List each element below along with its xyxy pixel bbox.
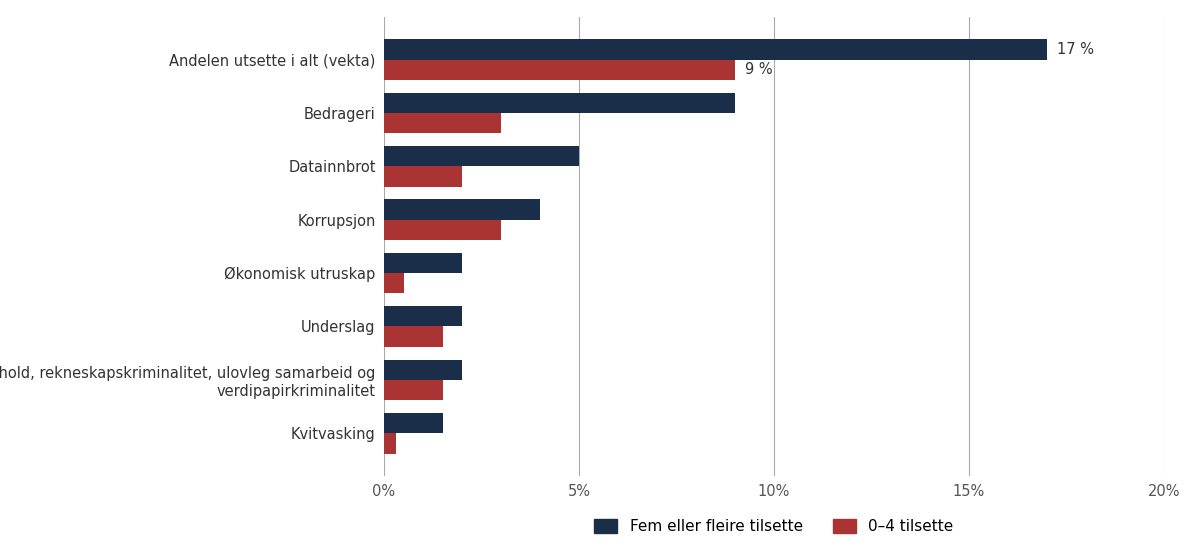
Bar <box>384 253 462 273</box>
Bar <box>384 113 502 133</box>
Bar <box>384 273 403 293</box>
Bar <box>384 166 462 186</box>
Bar <box>384 146 580 166</box>
Bar <box>384 380 443 400</box>
Text: 17 %: 17 % <box>1057 42 1093 57</box>
Bar <box>384 39 1046 59</box>
Bar <box>384 220 502 240</box>
Bar <box>384 59 734 80</box>
Bar <box>384 92 734 113</box>
Text: 9 %: 9 % <box>745 62 773 77</box>
Bar <box>384 306 462 326</box>
Legend: Fem eller fleire tilsette, 0–4 tilsette: Fem eller fleire tilsette, 0–4 tilsette <box>587 511 961 542</box>
Bar <box>384 413 443 433</box>
Bar <box>384 199 540 220</box>
Bar <box>384 360 462 380</box>
Bar <box>384 433 396 454</box>
Bar <box>384 326 443 347</box>
